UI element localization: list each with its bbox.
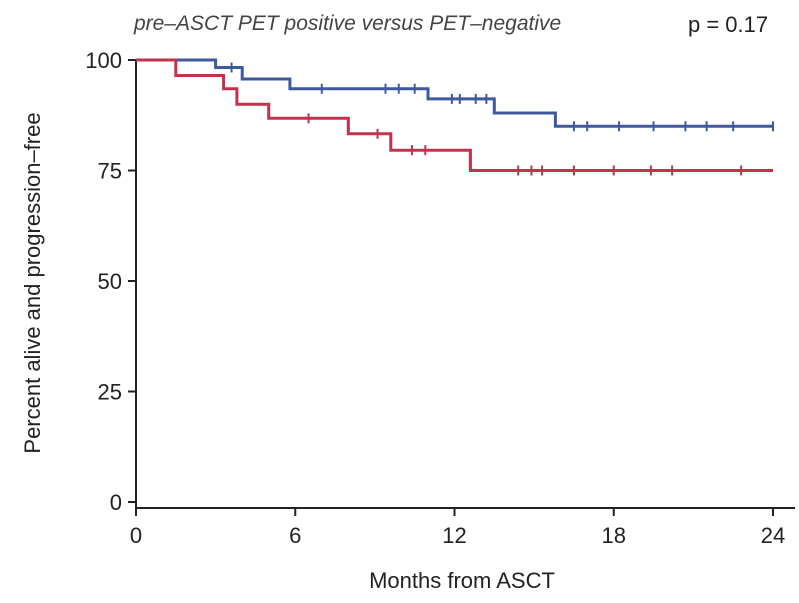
p-value-annotation: p = 0.17 bbox=[688, 12, 768, 37]
y-tick-label: 100 bbox=[85, 48, 122, 73]
x-tick-label: 12 bbox=[442, 523, 466, 548]
y-axis-label: Percent alive and progression–free bbox=[20, 112, 45, 453]
axes bbox=[135, 60, 795, 509]
x-tick-label: 18 bbox=[602, 523, 626, 548]
plot-area bbox=[136, 58, 774, 176]
x-tick-label: 0 bbox=[130, 523, 142, 548]
chart-title: pre–ASCT PET positive versus PET–negativ… bbox=[133, 12, 561, 35]
y-tick-label: 75 bbox=[98, 159, 122, 184]
series-line-1 bbox=[136, 58, 773, 128]
y-ticks: 0 25 50 75 100 bbox=[85, 48, 136, 515]
x-axis-label: Months from ASCT bbox=[369, 568, 555, 593]
x-ticks: 0 6 12 18 24 bbox=[130, 508, 785, 548]
series-line-2 bbox=[136, 58, 773, 172]
x-tick-label: 6 bbox=[289, 523, 301, 548]
y-tick-label: 50 bbox=[98, 269, 122, 294]
y-tick-label: 25 bbox=[98, 380, 122, 405]
y-tick-label: 0 bbox=[110, 490, 122, 515]
x-tick-label: 24 bbox=[761, 523, 785, 548]
